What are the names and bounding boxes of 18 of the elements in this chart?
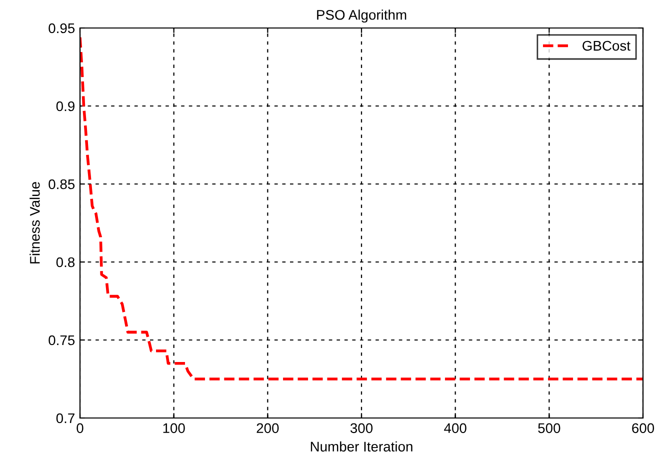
- x-tick-label: 300: [350, 423, 373, 434]
- x-tick-label: 600: [632, 423, 654, 434]
- y-tick-label: 0.95: [48, 23, 75, 34]
- x-tick-label: 400: [444, 423, 466, 434]
- legend-label: GBCost: [582, 40, 630, 51]
- y-tick-label: 0.7: [56, 413, 74, 424]
- y-tick-label: 0.8: [56, 257, 75, 268]
- x-tick-label: 500: [538, 423, 560, 434]
- y-axis-title: Fitness Value: [30, 182, 40, 264]
- y-tick-label: 0.9: [56, 101, 74, 112]
- x-tick-label: 100: [163, 423, 185, 434]
- y-tick-label: 0.85: [48, 179, 75, 190]
- x-tick-label: 200: [256, 423, 279, 434]
- x-tick-label: 0: [76, 423, 84, 434]
- chart-title: PSO Algorithm: [317, 10, 406, 23]
- line-series: [80, 36, 643, 380]
- y-tick-label: 0.75: [48, 335, 75, 346]
- x-axis-title: Number Iteration: [310, 441, 412, 452]
